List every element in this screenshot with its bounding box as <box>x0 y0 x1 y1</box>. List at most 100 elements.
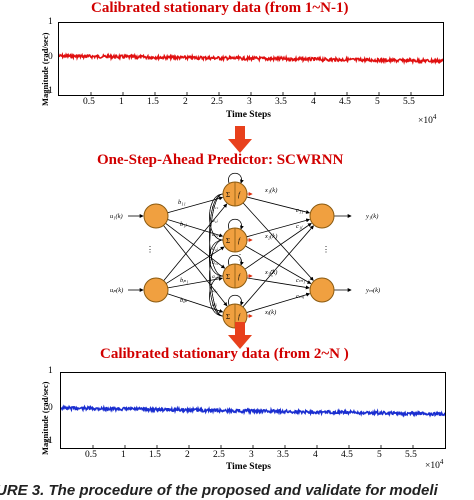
recurrent-weight-label: a₂ⱼ <box>212 246 219 252</box>
output-node <box>309 203 335 229</box>
input-hidden-edge <box>165 222 226 269</box>
top-x-tick-label: 2 <box>183 97 188 107</box>
bottom-x-exponent-power: 4 <box>439 458 444 466</box>
activation-symbol: f <box>238 237 241 245</box>
output-label: y₁(k) <box>365 213 378 220</box>
bottom-x-tick-label: 4 <box>313 450 318 460</box>
top-x-tick-label: 4.5 <box>339 97 351 107</box>
top-series-line <box>58 51 444 66</box>
top-plot-svg <box>58 51 444 95</box>
hidden-output-edge <box>245 245 312 284</box>
input-hidden-edge <box>167 293 224 313</box>
input-label: u₁(k) <box>110 213 123 220</box>
hidden-output-label: x₂(k) <box>264 233 277 240</box>
bottom-x-tick-label: 5.5 <box>405 450 417 460</box>
input-hidden-edge <box>167 276 223 289</box>
hidden-output-label: x₃(k) <box>264 269 277 276</box>
ellipsis-icon: ⋮ <box>322 245 330 254</box>
top-x-tick-label: 3 <box>247 97 252 107</box>
self-loop <box>228 218 244 230</box>
bottom-x-tick-label: 1.5 <box>149 450 161 460</box>
ellipsis-icon: ⋮ <box>146 245 154 254</box>
output-weight-label: cₘ₁ <box>296 277 305 284</box>
hidden-output-label: x₁(k) <box>264 187 277 194</box>
bottom-x-tick-label: 3 <box>249 450 254 460</box>
bottom-y-tick-1: 1 <box>48 366 53 376</box>
bottom-x-tick-label: 0.5 <box>85 450 97 460</box>
recurrent-weight-label: aⱼⱼ <box>212 302 218 308</box>
top-x-tick-label: 5.5 <box>403 97 415 107</box>
bottom-y-tick-neg1: -1 <box>45 436 53 446</box>
output-label: yₘ(k) <box>365 287 380 294</box>
recurrent-edge <box>209 239 224 317</box>
recurrent-weight-label: a₁ⱼ <box>212 218 219 224</box>
bottom-x-tick-label: 2.5 <box>213 450 225 460</box>
top-plot-xlabel: Time Steps <box>226 110 271 120</box>
recurrent-edge <box>209 193 224 241</box>
top-plot-area <box>58 22 444 96</box>
input-weight-label: bⱼₚ <box>180 297 187 304</box>
down-arrow-2 <box>228 322 252 349</box>
top-y-tick-0: 0 <box>48 52 53 62</box>
sum-symbol: Σ <box>226 273 230 281</box>
self-loop <box>228 172 244 184</box>
bottom-x-tick-label: 3.5 <box>277 450 289 460</box>
top-title: Calibrated stationary data (from 1~N-1) <box>91 0 349 16</box>
input-weight-label: b₁₁ <box>178 199 186 206</box>
recurrent-weight-label: aⱼ₁ <box>212 288 218 294</box>
input-weight-label: b₁ⱼ <box>180 221 188 228</box>
recurrent-weight-label: a₃₁ <box>212 260 219 266</box>
top-x-tick-label: 5 <box>375 97 380 107</box>
figure-caption: URE 3. The procedure of the proposed and… <box>0 482 438 499</box>
top-x-exponent-base: ×10 <box>418 116 433 127</box>
bottom-x-tick-label: 1 <box>121 450 126 460</box>
hidden-output-edge <box>246 196 311 214</box>
bottom-plot-area <box>60 372 446 449</box>
output-weight-label: cₘⱼ <box>296 293 305 300</box>
bottom-x-tick-label: 4.5 <box>341 450 353 460</box>
hidden-output-edge <box>244 223 312 270</box>
self-loop <box>228 294 244 306</box>
recurrent-weight-label: a₂₁ <box>212 232 219 238</box>
hidden-output-label: xⱼ(k) <box>264 309 276 316</box>
recurrent-weight-label: a₃ⱼ <box>212 274 219 280</box>
bottom-plot-svg <box>60 404 446 448</box>
recurrent-edge <box>209 275 224 317</box>
input-node <box>143 277 169 303</box>
top-x-tick-label: 1 <box>119 97 124 107</box>
hidden-output-edge <box>246 218 311 238</box>
hidden-output-edge <box>242 225 314 308</box>
bottom-series-line <box>60 404 446 418</box>
top-x-tick-label: 3.5 <box>275 97 287 107</box>
input-weight-label: bₚ₁ <box>180 277 188 284</box>
hidden-output-edge <box>242 202 314 281</box>
activation-symbol: f <box>238 191 241 199</box>
hidden-output-edge <box>246 277 310 290</box>
top-x-tick-label: 1.5 <box>147 97 159 107</box>
sum-symbol: Σ <box>226 191 230 199</box>
recurrent-weight-label: a₁₁ <box>212 204 219 210</box>
sum-symbol: Σ <box>226 313 230 321</box>
ellipsis-icon: ⋮ <box>236 253 244 262</box>
bottom-x-tick-label: 5 <box>377 450 382 460</box>
bottom-y-tick-0: 0 <box>48 403 53 413</box>
down-arrow-1 <box>228 126 252 153</box>
input-hidden-edge <box>165 246 225 284</box>
output-weight-label: c₁₁ <box>296 207 303 214</box>
input-node <box>143 203 169 229</box>
bottom-plot-xlabel: Time Steps <box>226 462 271 472</box>
top-x-exponent: ×104 <box>418 113 436 126</box>
activation-symbol: f <box>238 313 241 321</box>
top-x-tick-label: 2.5 <box>211 97 223 107</box>
sum-symbol: Σ <box>226 237 230 245</box>
activation-symbol: f <box>238 273 241 281</box>
hidden-output-edge <box>246 292 311 313</box>
output-weight-label: c₁ⱼ <box>296 223 303 230</box>
top-x-tick-label: 4 <box>311 97 316 107</box>
input-label: uₚ(k) <box>110 287 123 294</box>
middle-title: One-Step-Ahead Predictor: SCWRNN <box>97 152 344 168</box>
input-hidden-edge <box>163 203 228 281</box>
top-x-exponent-power: 4 <box>432 113 437 121</box>
output-node <box>309 277 335 303</box>
